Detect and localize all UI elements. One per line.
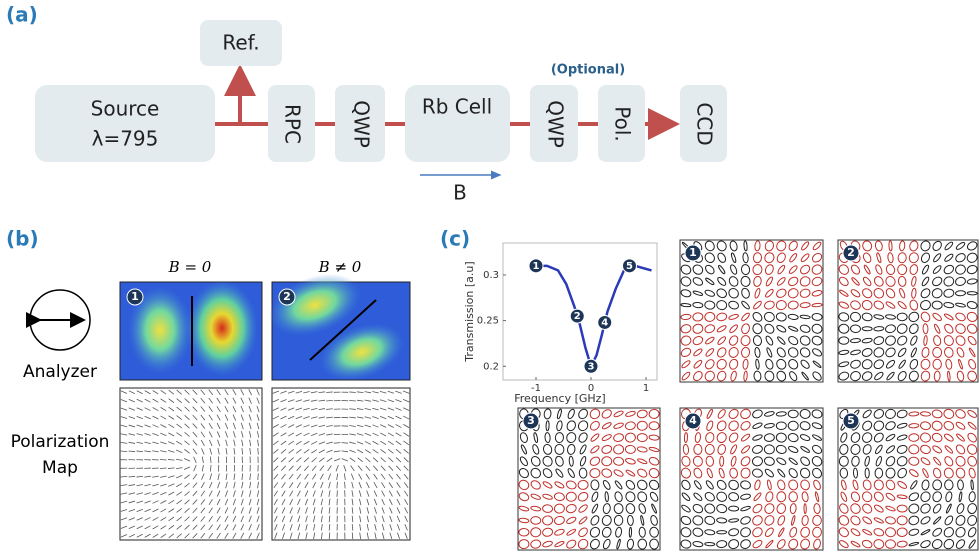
polarization-tick [218,465,219,472]
intensity-image: 1 [120,280,262,380]
marker-label: 2 [574,311,581,322]
polarization-tick [218,456,219,463]
polarization-maps [120,388,410,540]
image-title: B = 0 [168,258,212,276]
box-text: λ=795 [92,127,159,151]
badge-text: 1 [689,246,697,259]
box-text: Rb Cell [422,95,492,119]
panel-label: (b) [6,227,39,251]
box-text: Pol. [611,106,635,142]
x-axis-label: Frequency [GHz] [514,392,605,405]
map-frame [120,388,262,540]
intensity-image: 2 [260,262,412,391]
y-axis-label: Transmission [a.u] [463,261,476,362]
marker-label: 1 [533,261,540,272]
box-text: RPC [281,104,305,144]
box-text: QWP [350,100,374,148]
badge: 3 [523,413,539,429]
y-tick-label: 0.2 [483,361,499,372]
box-text: QWP [544,100,568,148]
polarization-tick [160,468,167,469]
map-frame [838,408,978,550]
field-label: B [453,181,467,205]
polarization-tick [349,392,356,393]
polarization-tick [326,392,333,393]
marker-label: 5 [626,261,633,272]
badge-text: 1 [131,290,139,303]
badge-text: 3 [527,414,535,427]
badge-text: 5 [847,414,855,427]
x-tick-label: 1 [643,383,649,394]
map-frame [272,388,410,540]
badge: 1 [685,245,701,261]
box-text: CCD [693,102,717,145]
polarization-tick [160,460,167,461]
y-tick-label: 0.25 [477,316,499,327]
polarization-tick [329,532,330,539]
badge-text: 4 [689,414,697,427]
analyzer-label: Analyzer [23,362,97,382]
image-title: B ≠ 0 [318,258,362,276]
box-text: Source [91,97,160,121]
panel-label: (c) [440,227,470,251]
polarization-tick [352,532,353,539]
map-label: Map [42,458,78,478]
badge: 4 [685,413,701,429]
setup-diagram: Source λ=795 Ref. RPC QWP Rb Cell B (Opt… [35,20,727,205]
badge: 5 [843,413,859,429]
y-tick-label: 0.3 [483,270,499,281]
figure: (a) Source λ=795 Ref. RPC QWP Rb Cell B … [0,0,979,552]
badge-text: 2 [847,246,855,259]
panel-label: (a) [6,3,38,27]
marker-label: 3 [588,361,595,372]
badge: 2 [843,245,859,261]
transmission-chart: -1010.20.250.3Frequency [GHz]Transmissio… [463,243,657,405]
analyzer-icon [30,290,90,350]
marker-label: 4 [601,317,608,328]
map-frame [680,408,823,550]
map-label: Polarization [11,432,110,452]
optional-label: (Optional) [551,63,625,78]
box-text: Ref. [222,31,259,55]
badge-text: 2 [283,290,291,303]
